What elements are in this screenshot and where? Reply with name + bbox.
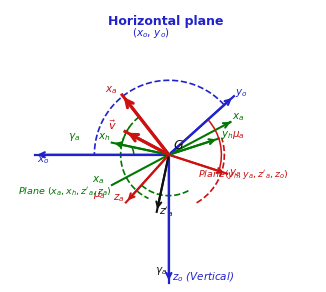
Text: $x_a$: $x_a$ [92, 174, 105, 186]
Text: $x_o$: $x_o$ [37, 154, 50, 166]
Text: $x_a$: $x_a$ [232, 112, 244, 124]
Text: $z'_a$: $z'_a$ [159, 204, 173, 219]
Text: $\gamma_a$: $\gamma_a$ [68, 131, 80, 143]
Text: $y_h$: $y_h$ [221, 129, 234, 141]
Text: $z_o$ (Vertical): $z_o$ (Vertical) [172, 270, 234, 284]
Text: $y_o$: $y_o$ [235, 87, 248, 99]
Text: $x_h$: $x_h$ [98, 132, 110, 143]
Text: Plane$(y_h, y_a, z'_a, z_o)$: Plane$(y_h, y_a, z'_a, z_o)$ [198, 168, 289, 181]
Text: $z_a$: $z_a$ [113, 192, 125, 204]
Text: $G$: $G$ [173, 139, 184, 152]
Text: $\mu_a$: $\mu_a$ [93, 189, 106, 201]
Text: $\vec{v}$: $\vec{v}$ [108, 118, 116, 132]
Text: $\mu_a$: $\mu_a$ [231, 129, 244, 141]
Text: $\gamma_a$: $\gamma_a$ [156, 265, 168, 277]
Text: $(x_o,\, y_o)$: $(x_o,\, y_o)$ [132, 27, 170, 41]
Text: $x_a$: $x_a$ [105, 84, 118, 96]
Text: $y_a$: $y_a$ [230, 167, 242, 179]
Text: Plane $(x_a, x_h, z'_a, z_a)$: Plane $(x_a, x_h, z'_a, z_a)$ [19, 185, 112, 198]
Text: Horizontal plane: Horizontal plane [108, 15, 224, 28]
